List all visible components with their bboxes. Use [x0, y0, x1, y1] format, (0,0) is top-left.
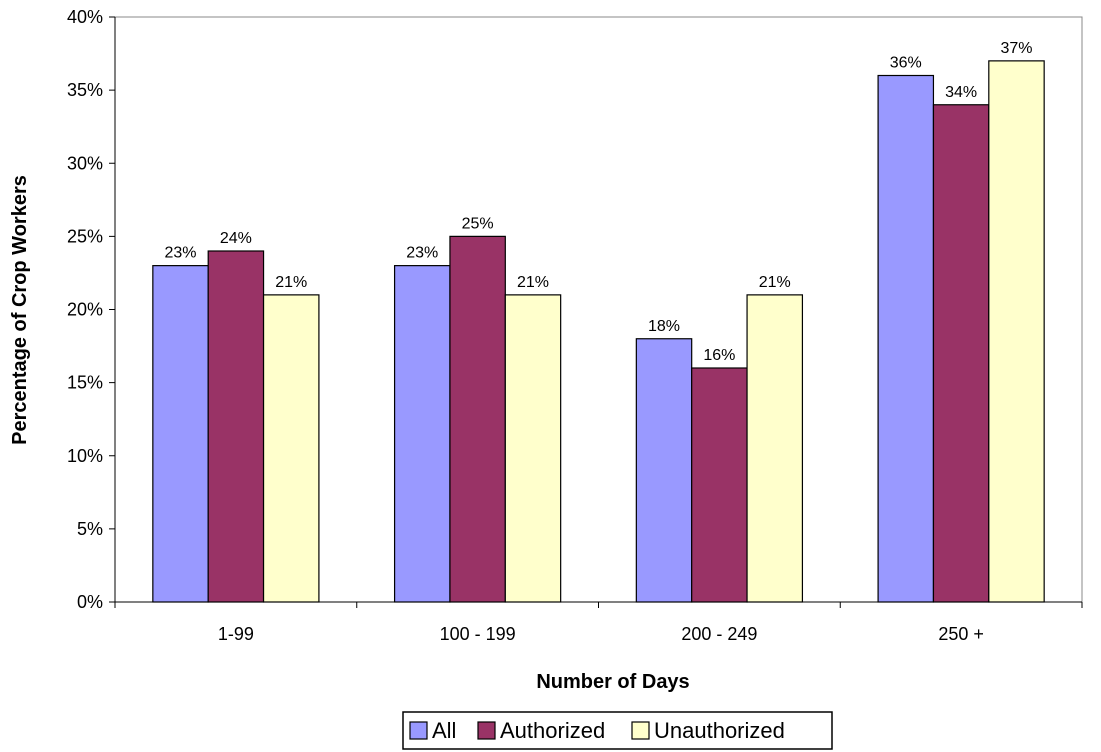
bar-unauthorized: [988, 60, 1045, 603]
legend-border: [402, 711, 833, 750]
legend-label-unauthorized: Unauthorized: [654, 718, 785, 743]
x-tick-label: 1-99: [218, 624, 254, 644]
bar-authorized: [691, 367, 748, 603]
x-tick-label: 250 +: [938, 624, 984, 644]
bar-all: [877, 74, 935, 603]
y-tick-label: 25%: [67, 226, 103, 246]
legend-swatch-all: [409, 721, 428, 740]
data-labels: 23% 24% 21% 23% 25% 21% 18% 16% 21% 36% 34% 37%: [164, 40, 1032, 364]
y-axis-title: Percentage of Crop Workers: [9, 175, 31, 445]
y-tick-label: 30%: [67, 153, 103, 173]
data-label-authorized: 16%: [703, 347, 735, 364]
x-axis-title: Number of Days: [536, 671, 689, 693]
data-label-all: 23%: [164, 245, 196, 262]
x-tick-label: 100 - 199: [440, 624, 516, 644]
data-label-all: 23%: [406, 245, 438, 262]
bar-all: [635, 338, 693, 603]
bar-all: [393, 265, 451, 603]
data-label-unauthorized: 21%: [759, 274, 791, 291]
bar-all: [152, 265, 209, 603]
y-tick-label: 40%: [67, 7, 103, 27]
y-tick-label: 5%: [77, 519, 103, 539]
legend-swatch-unauthorized: [631, 721, 650, 740]
y-tick-label: 10%: [67, 446, 103, 466]
y-tick-label: 20%: [67, 300, 103, 320]
bar-unauthorized: [262, 294, 320, 603]
data-label-all: 18%: [648, 318, 680, 335]
bars: [152, 60, 1045, 603]
legend-swatch-authorized: [477, 721, 496, 740]
data-label-authorized: 25%: [462, 215, 494, 232]
legend-label-authorized: Authorized: [500, 718, 605, 743]
y-tick-label: 15%: [67, 373, 103, 393]
data-label-unauthorized: 21%: [275, 274, 307, 291]
data-label-unauthorized: 37%: [1000, 40, 1032, 57]
bar-unauthorized: [746, 294, 804, 603]
bar-authorized: [449, 235, 506, 603]
y-axis: 0% 5% 10% 15% 20% 25% 30% 35% 40%: [67, 7, 116, 612]
data-label-all: 36%: [890, 55, 922, 72]
y-tick-label: 35%: [67, 80, 103, 100]
data-label-authorized: 24%: [220, 230, 252, 247]
data-label-unauthorized: 21%: [517, 274, 549, 291]
legend: All Authorized Unauthorized: [402, 711, 833, 750]
legend-label-all: All: [432, 718, 456, 743]
bar-authorized: [932, 104, 990, 603]
y-tick-label: 0%: [77, 592, 103, 612]
bar-authorized: [207, 250, 265, 603]
bar-unauthorized: [504, 294, 562, 603]
data-label-authorized: 34%: [945, 84, 977, 101]
x-tick-label: 200 - 249: [681, 624, 757, 644]
x-axis: 1-99 100 - 199 200 - 249 250 +: [114, 601, 1083, 644]
